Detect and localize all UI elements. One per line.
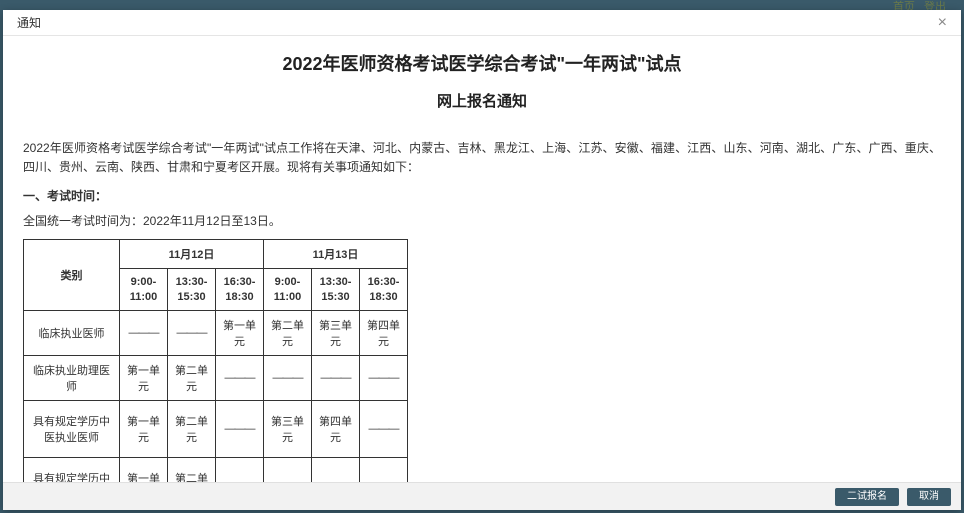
cell: 第四单元 bbox=[360, 310, 408, 355]
row-label: 具有规定学历中医执业助理医师 bbox=[24, 457, 120, 482]
cell: 第二单元 bbox=[264, 310, 312, 355]
th-time: 13:30-15:30 bbox=[168, 269, 216, 311]
cell: 第一单元 bbox=[216, 310, 264, 355]
notice-main-title: 2022年医师资格考试医学综合考试"一年两试"试点 bbox=[23, 50, 941, 76]
table-row: 临床执业医师 ——— ——— 第一单元 第二单元 第三单元 第四单元 bbox=[24, 310, 408, 355]
cell: ——— bbox=[264, 457, 312, 482]
cell: 第三单元 bbox=[312, 310, 360, 355]
section-1-heading: 一、考试时间： bbox=[23, 187, 941, 204]
section-1-text: 全国统一考试时间为：2022年11月12日至13日。 bbox=[23, 212, 941, 229]
table-row: 具有规定学历中医执业医师 第一单元 第二单元 ——— 第三单元 第四单元 ——— bbox=[24, 400, 408, 457]
schedule-table: 类别 11月12日 11月13日 9:00-11:00 13:30-15:30 … bbox=[23, 239, 408, 482]
cell: ——— bbox=[264, 355, 312, 400]
cell: ——— bbox=[360, 457, 408, 482]
cancel-button[interactable]: 取消 bbox=[907, 488, 951, 506]
app-topbar: 首页 登出 bbox=[0, 0, 964, 10]
th-time: 16:30-18:30 bbox=[360, 269, 408, 311]
cell: 第二单元 bbox=[168, 457, 216, 482]
cell: 第一单元 bbox=[120, 355, 168, 400]
cell: 第一单元 bbox=[120, 400, 168, 457]
th-date-2: 11月13日 bbox=[264, 240, 408, 269]
cell: ——— bbox=[360, 400, 408, 457]
cell: ——— bbox=[120, 310, 168, 355]
th-date-1: 11月12日 bbox=[120, 240, 264, 269]
modal-footer: 二试报名 取消 bbox=[3, 482, 961, 510]
cell: ——— bbox=[216, 457, 264, 482]
table-row: 具有规定学历中医执业助理医师 第一单元 第二单元 ——— ——— ——— ——— bbox=[24, 457, 408, 482]
cell: ——— bbox=[168, 310, 216, 355]
cell: ——— bbox=[216, 400, 264, 457]
cell: ——— bbox=[360, 355, 408, 400]
th-time: 16:30-18:30 bbox=[216, 269, 264, 311]
modal-body[interactable]: 2022年医师资格考试医学综合考试"一年两试"试点 网上报名通知 2022年医师… bbox=[3, 36, 961, 482]
th-time: 9:00-11:00 bbox=[120, 269, 168, 311]
cell: ——— bbox=[312, 355, 360, 400]
notice-modal: 通知 × 2022年医师资格考试医学综合考试"一年两试"试点 网上报名通知 20… bbox=[3, 10, 961, 510]
modal-header: 通知 × bbox=[3, 10, 961, 36]
table-row: 临床执业助理医师 第一单元 第二单元 ——— ——— ——— ——— bbox=[24, 355, 408, 400]
register-button[interactable]: 二试报名 bbox=[835, 488, 899, 506]
cell: 第四单元 bbox=[312, 400, 360, 457]
cell: 第三单元 bbox=[264, 400, 312, 457]
close-icon[interactable]: × bbox=[934, 13, 951, 33]
th-time: 13:30-15:30 bbox=[312, 269, 360, 311]
intro-paragraph: 2022年医师资格考试医学综合考试"一年两试"试点工作将在天津、河北、内蒙古、吉… bbox=[23, 139, 941, 177]
cell: ——— bbox=[312, 457, 360, 482]
cell: 第一单元 bbox=[120, 457, 168, 482]
cell: ——— bbox=[216, 355, 264, 400]
cell: 第二单元 bbox=[168, 355, 216, 400]
row-label: 临床执业医师 bbox=[24, 310, 120, 355]
cell: 第二单元 bbox=[168, 400, 216, 457]
notice-sub-title: 网上报名通知 bbox=[23, 90, 941, 111]
row-label: 临床执业助理医师 bbox=[24, 355, 120, 400]
row-label: 具有规定学历中医执业医师 bbox=[24, 400, 120, 457]
th-time: 9:00-11:00 bbox=[264, 269, 312, 311]
modal-title: 通知 bbox=[17, 14, 41, 31]
th-category: 类别 bbox=[24, 240, 120, 311]
